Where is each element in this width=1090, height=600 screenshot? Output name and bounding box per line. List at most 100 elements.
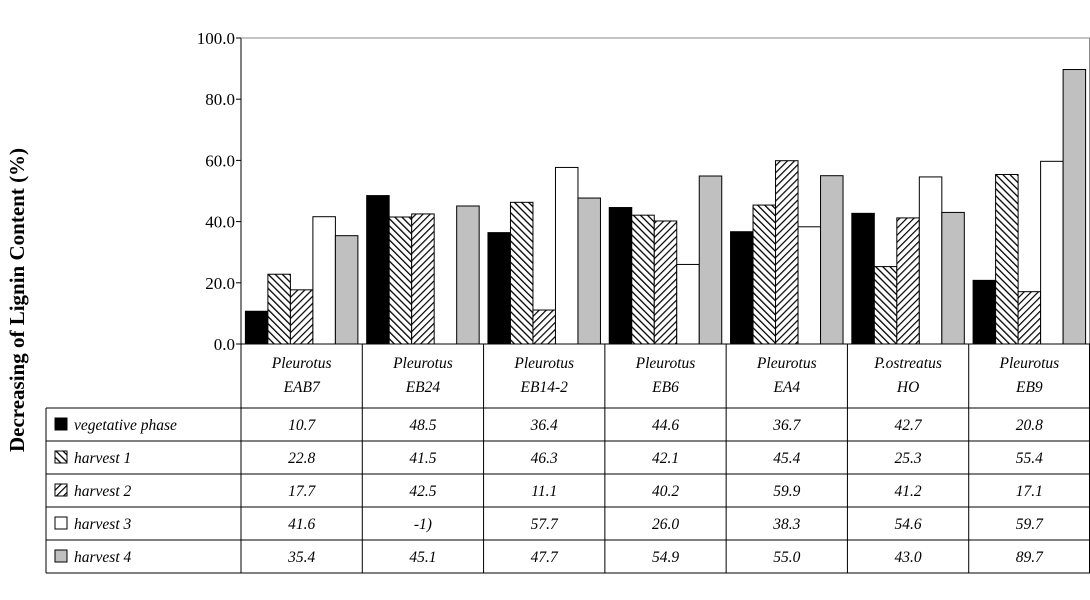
category-label: Pleurotus <box>271 355 332 372</box>
bar-harvest-4-0 <box>334 235 359 345</box>
bar-harvest-3-5 <box>918 176 943 345</box>
bar-harvest-4-4 <box>820 175 844 345</box>
table-cell: 22.8 <box>288 450 315 467</box>
bar-harvest-1-2 <box>509 201 534 345</box>
table-cell: 47.7 <box>531 549 559 566</box>
bar-vegetative-phase-4 <box>730 231 754 345</box>
bar-harvest-2-2 <box>532 309 556 345</box>
bar-vegetative-phase-0 <box>244 310 269 345</box>
bar-vegetative-phase-2 <box>487 232 511 345</box>
table-cell: 42.1 <box>652 450 679 467</box>
bar-harvest-2-0 <box>289 289 314 345</box>
legend-label: harvest 1 <box>74 450 131 467</box>
category-label: HO <box>896 379 919 396</box>
table-cell: 43.0 <box>895 549 922 566</box>
table-cell: 54.6 <box>895 516 922 533</box>
table-cell: 57.7 <box>531 516 559 533</box>
bar-harvest-4-2 <box>577 197 601 345</box>
legend-swatch <box>54 417 68 431</box>
legend-label: harvest 2 <box>74 483 132 500</box>
bar-harvest-1-1 <box>388 216 413 345</box>
bar-vegetative-phase-6 <box>972 279 997 345</box>
table-cell: 10.7 <box>288 417 316 434</box>
table-cell: 17.7 <box>288 483 316 500</box>
category-label: P.ostreatus <box>873 355 942 372</box>
bar-vegetative-phase-3 <box>608 207 633 345</box>
table-cell: 42.5 <box>409 483 436 500</box>
bar-harvest-1-4 <box>752 204 777 345</box>
category-label: EB24 <box>405 379 441 396</box>
table-cell: 44.6 <box>652 417 679 434</box>
table-cell: 26.0 <box>652 516 679 533</box>
table-cell: 35.4 <box>287 549 315 566</box>
y-ticks: 0.0 20.0 40.0 60.0 80.0 100.0 <box>197 29 241 354</box>
category-label: EAB7 <box>283 379 321 396</box>
y-tick-label: 100.0 <box>197 29 235 48</box>
bar-harvest-1-6 <box>995 173 1019 345</box>
category-label: Pleurotus <box>392 355 453 372</box>
legend-swatch <box>54 450 68 464</box>
y-tick-label: 20.0 <box>205 274 235 293</box>
table-cell: 59.9 <box>773 483 800 500</box>
category-label: Pleurotus <box>513 355 574 372</box>
bar-harvest-3-3 <box>676 263 700 345</box>
table-cell: 46.3 <box>531 450 558 467</box>
category-label: EB6 <box>651 379 679 396</box>
bar-harvest-2-3 <box>653 220 678 345</box>
table-cell: 59.7 <box>1016 516 1044 533</box>
bar-harvest-2-4 <box>775 160 799 345</box>
bar-harvest-4-3 <box>698 175 723 345</box>
bar-harvest-2-6 <box>1017 291 1042 345</box>
table-cell: 25.3 <box>895 450 922 467</box>
legend-label: harvest 4 <box>74 549 132 566</box>
bar-vegetative-phase-1 <box>366 195 390 345</box>
table-cell: 41.5 <box>409 450 436 467</box>
bar-harvest-4-1 <box>456 205 480 345</box>
table-cell: 55.0 <box>773 549 800 566</box>
category-label: EB14-2 <box>520 379 569 396</box>
legend-swatch <box>54 516 68 530</box>
table-cell: 36.7 <box>772 417 801 434</box>
y-tick-label: 80.0 <box>205 90 235 109</box>
table-cell: 89.7 <box>1016 549 1044 566</box>
category-label: Pleurotus <box>756 355 817 372</box>
table-cell: 17.1 <box>1016 483 1043 500</box>
legend-label: vegetative phase <box>74 417 177 434</box>
bar-harvest-3-0 <box>312 216 336 345</box>
legend-swatch <box>54 549 68 563</box>
table-cell: 11.1 <box>531 483 557 500</box>
bar-harvest-3-4 <box>797 226 822 345</box>
y-axis-label: Decreasing of Lignin Content (%) <box>5 148 29 452</box>
table-cell: 42.7 <box>895 417 923 434</box>
legend-swatch <box>54 483 68 497</box>
table-cell: 38.3 <box>772 516 800 533</box>
bar-harvest-3-2 <box>554 166 579 345</box>
data-table: Pleurotus EAB7 Pleurotus EB24 Pleurotus EB14-… <box>45 343 1090 574</box>
bar-vegetative-phase-5 <box>851 212 875 345</box>
table-cell: 45.1 <box>409 549 436 566</box>
table-cell: 36.4 <box>530 417 558 434</box>
bar-harvest-1-0 <box>267 273 291 345</box>
category-label: Pleurotus <box>999 355 1060 372</box>
table-cell: 55.4 <box>1016 450 1043 467</box>
bar-harvest-4-6 <box>1062 69 1087 345</box>
table-cell: 20.8 <box>1016 417 1043 434</box>
y-tick-label: 40.0 <box>205 213 235 232</box>
bar-harvest-2-5 <box>896 217 920 345</box>
category-label: EA4 <box>772 379 800 396</box>
bar-harvest-3-6 <box>1040 160 1064 345</box>
table-cell: 45.4 <box>773 450 800 467</box>
y-tick-label: 0.0 <box>214 335 235 354</box>
bar-harvest-4-5 <box>941 211 965 345</box>
legend-label: harvest 3 <box>74 516 132 533</box>
category-label: Pleurotus <box>635 355 696 372</box>
y-tick-label: 60.0 <box>205 151 235 170</box>
table-cell: 54.9 <box>652 549 679 566</box>
table-cell: 48.5 <box>409 417 436 434</box>
table-cell: 41.2 <box>895 483 922 500</box>
table-cell: -1) <box>414 516 432 533</box>
bars <box>244 69 1087 345</box>
category-label: EB9 <box>1015 379 1043 396</box>
table-cell: 41.6 <box>288 516 315 533</box>
